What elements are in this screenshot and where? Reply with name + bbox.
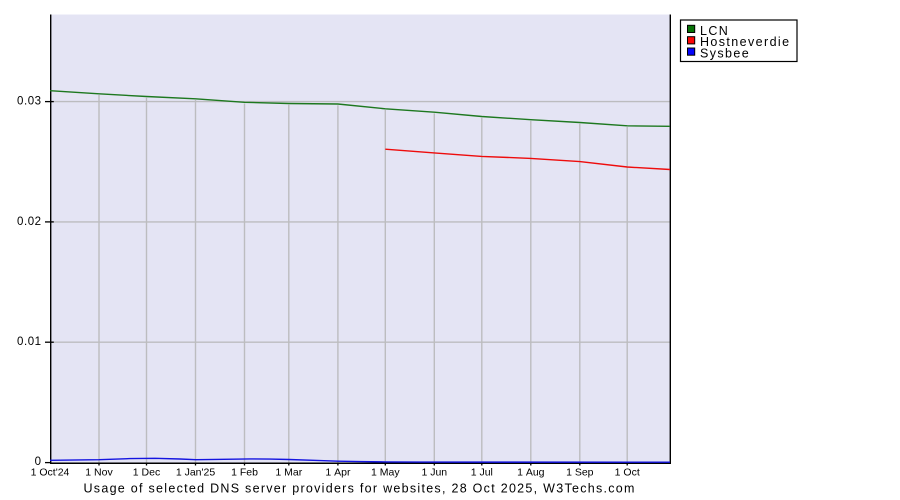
svg-text:1 Jan'25: 1 Jan'25: [176, 466, 216, 478]
svg-text:1 Oct'24: 1 Oct'24: [31, 466, 70, 478]
svg-text:1 Nov: 1 Nov: [85, 466, 113, 478]
svg-text:1 May: 1 May: [371, 466, 400, 478]
svg-text:1 Mar: 1 Mar: [275, 466, 302, 478]
svg-text:LCN: LCN: [700, 24, 729, 38]
svg-text:1 Oct: 1 Oct: [615, 466, 640, 478]
svg-text:1 Sep: 1 Sep: [566, 466, 594, 478]
svg-text:Usage of selected DNS server p: Usage of selected DNS server providers f…: [84, 481, 636, 495]
svg-text:Hostneverdie: Hostneverdie: [700, 35, 790, 49]
svg-text:0.02: 0.02: [17, 216, 42, 228]
svg-text:1 Dec: 1 Dec: [133, 466, 160, 478]
svg-text:Sysbee: Sysbee: [700, 47, 750, 61]
svg-text:0: 0: [35, 456, 42, 468]
svg-text:1 Aug: 1 Aug: [517, 466, 545, 478]
svg-text:1 Apr: 1 Apr: [325, 466, 351, 478]
svg-text:1 Jul: 1 Jul: [471, 466, 493, 478]
svg-text:0.01: 0.01: [17, 336, 42, 348]
svg-text:1 Feb: 1 Feb: [231, 466, 258, 478]
svg-text:0.03: 0.03: [17, 96, 42, 108]
svg-text:1 Jun: 1 Jun: [421, 466, 447, 478]
